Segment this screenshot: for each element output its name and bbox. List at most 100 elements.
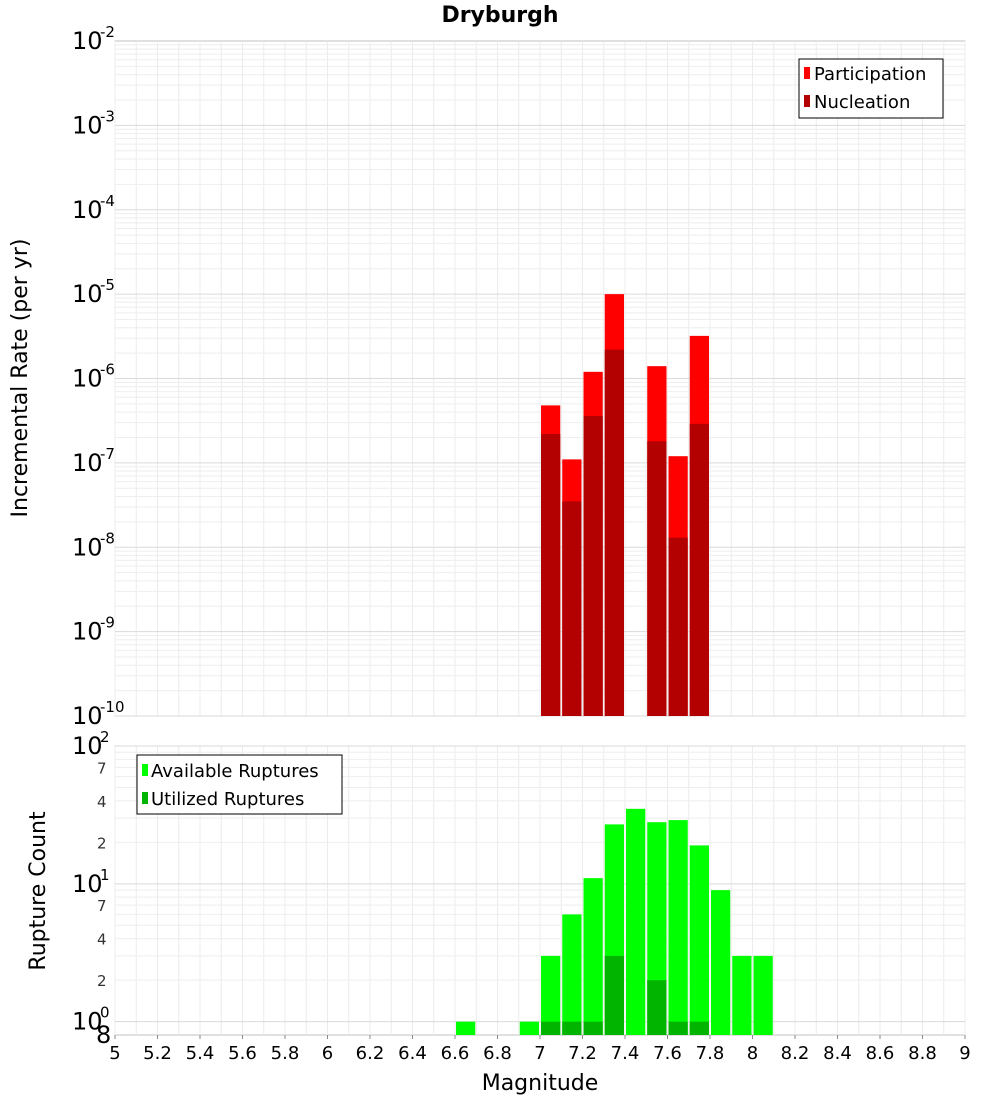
x-tick-label: 5.4 <box>186 1043 215 1064</box>
utilized-ruptures-bar <box>541 1021 561 1035</box>
rate-y-tick-exp: -2 <box>100 23 115 41</box>
x-tick-label: 6.4 <box>398 1043 427 1064</box>
available-ruptures-bar <box>753 955 773 1035</box>
nucleation-bar <box>668 537 688 716</box>
rate-y-axis-title: Incremental Rate (per yr) <box>8 239 33 518</box>
available-ruptures-bar <box>626 808 646 1035</box>
rate-y-tick-exp: -10 <box>100 698 125 716</box>
x-tick-label: 8 <box>747 1043 758 1064</box>
count-y-minor-label: 2 <box>97 972 107 990</box>
x-tick-label: 5.2 <box>143 1043 172 1064</box>
rate-y-tick-base: 10 <box>72 618 103 646</box>
nucleation-bar <box>604 349 624 716</box>
legend-utilized-swatch <box>142 792 148 804</box>
available-ruptures-bar <box>668 820 688 1035</box>
x-tick-label: 6.2 <box>356 1043 385 1064</box>
rate-y-tick-base: 10 <box>72 533 103 561</box>
available-ruptures-bar <box>583 878 603 1035</box>
rate-y-tick-base: 10 <box>72 365 103 393</box>
count-y-minor-label: 8 <box>96 1021 111 1049</box>
nucleation-bar <box>689 423 709 716</box>
nucleation-bar <box>562 501 582 716</box>
available-ruptures-bar <box>541 955 561 1035</box>
rate-y-tick-label: 10-4 <box>72 192 115 224</box>
x-tick-label: 9 <box>959 1043 970 1064</box>
x-tick-label: 8.2 <box>781 1043 810 1064</box>
rate-y-tick-exp: -7 <box>100 445 115 463</box>
utilized-ruptures-bar <box>668 1021 688 1035</box>
rate-y-tick-base: 10 <box>72 449 103 477</box>
utilized-ruptures-bar <box>583 1021 603 1035</box>
count-y-tick-exp: 1 <box>100 866 110 884</box>
x-tick-label: 7.4 <box>611 1043 640 1064</box>
chart-title: Dryburgh <box>441 3 558 28</box>
nucleation-bar <box>647 441 667 716</box>
x-tick-label: 5 <box>109 1043 120 1064</box>
count-y-minor-label: 4 <box>97 793 107 811</box>
legend-nucleation-swatch <box>804 95 810 107</box>
count-bars <box>456 808 773 1035</box>
rate-y-tick-label: 10-7 <box>72 445 115 477</box>
utilized-ruptures-bar <box>647 980 667 1035</box>
rate-y-tick-label: 10-6 <box>72 361 115 393</box>
nucleation-bar <box>541 433 561 716</box>
rate-y-tick-exp: -9 <box>100 614 115 632</box>
available-ruptures-bar <box>456 1021 476 1035</box>
count-y-tick-exp: 2 <box>100 728 110 746</box>
count-legend: Available Ruptures Utilized Ruptures <box>136 754 343 815</box>
rate-bars <box>541 294 709 716</box>
magnitude-x-ticks: 5 5.2 5.4 5.6 5.8 6 6.2 6.4 6.6 6.8 7 7.2 7.4 7.6 7.8 8… <box>109 1035 971 1064</box>
x-tick-label: 5.6 <box>228 1043 257 1064</box>
x-tick-label: 6.8 <box>483 1043 512 1064</box>
rate-y-tick-exp: -5 <box>100 276 115 294</box>
utilized-ruptures-bar <box>604 955 624 1035</box>
available-ruptures-bar <box>689 845 709 1035</box>
count-y-major-label: 102 <box>72 728 110 760</box>
count-y-axis-title: Rupture Count <box>26 811 51 971</box>
rate-y-tick-base: 10 <box>72 702 103 730</box>
legend-available-swatch <box>142 764 148 776</box>
legend-nucleation-label: Nucleation <box>814 92 910 113</box>
available-ruptures-bar <box>711 890 731 1035</box>
utilized-ruptures-bar <box>689 1021 709 1035</box>
count-y-tick-base: 10 <box>72 732 103 760</box>
rate-y-tick-label: 10-5 <box>72 276 115 308</box>
x-tick-label: 7.8 <box>696 1043 725 1064</box>
available-ruptures-bar <box>732 955 752 1035</box>
x-tick-label: 7.6 <box>653 1043 682 1064</box>
count-y-tick-base: 10 <box>72 870 103 898</box>
legend-participation-label: Participation <box>814 64 926 85</box>
rate-y-tick-base: 10 <box>72 27 103 55</box>
x-tick-label: 6.6 <box>441 1043 470 1064</box>
x-tick-label: 8.6 <box>866 1043 895 1064</box>
x-axis-title: Magnitude <box>482 1071 599 1096</box>
count-y-minor-label: 2 <box>97 834 107 852</box>
rate-y-tick-base: 10 <box>72 111 103 139</box>
legend-utilized-label: Utilized Ruptures <box>151 789 304 810</box>
x-tick-label: 8.4 <box>823 1043 852 1064</box>
rate-y-tick-exp: -3 <box>100 107 115 125</box>
rate-y-tick-exp: -4 <box>100 192 115 210</box>
rate-y-tick-label: 10-8 <box>72 529 115 561</box>
utilized-ruptures-bar <box>562 1021 582 1035</box>
count-y-minor-label: 7 <box>97 759 107 777</box>
count-y-minor-label: 7 <box>97 897 107 915</box>
available-ruptures-bar <box>519 1021 539 1035</box>
rate-y-tick-base: 10 <box>72 196 103 224</box>
rate-y-tick-exp: -8 <box>100 529 115 547</box>
count-y-major-label: 100 <box>72 1004 110 1036</box>
x-tick-label: 5.8 <box>271 1043 300 1064</box>
nucleation-bar <box>583 415 603 716</box>
count-y-tick-exp: 0 <box>100 1004 110 1022</box>
x-tick-label: 6 <box>322 1043 333 1064</box>
count-y-major-label: 101 <box>72 866 110 898</box>
x-tick-label: 8.8 <box>908 1043 937 1064</box>
x-tick-label: 7 <box>534 1043 545 1064</box>
rate-y-tick-base: 10 <box>72 280 103 308</box>
rate-y-tick-label: 10-2 <box>72 23 115 55</box>
x-tick-label: 7.2 <box>568 1043 597 1064</box>
